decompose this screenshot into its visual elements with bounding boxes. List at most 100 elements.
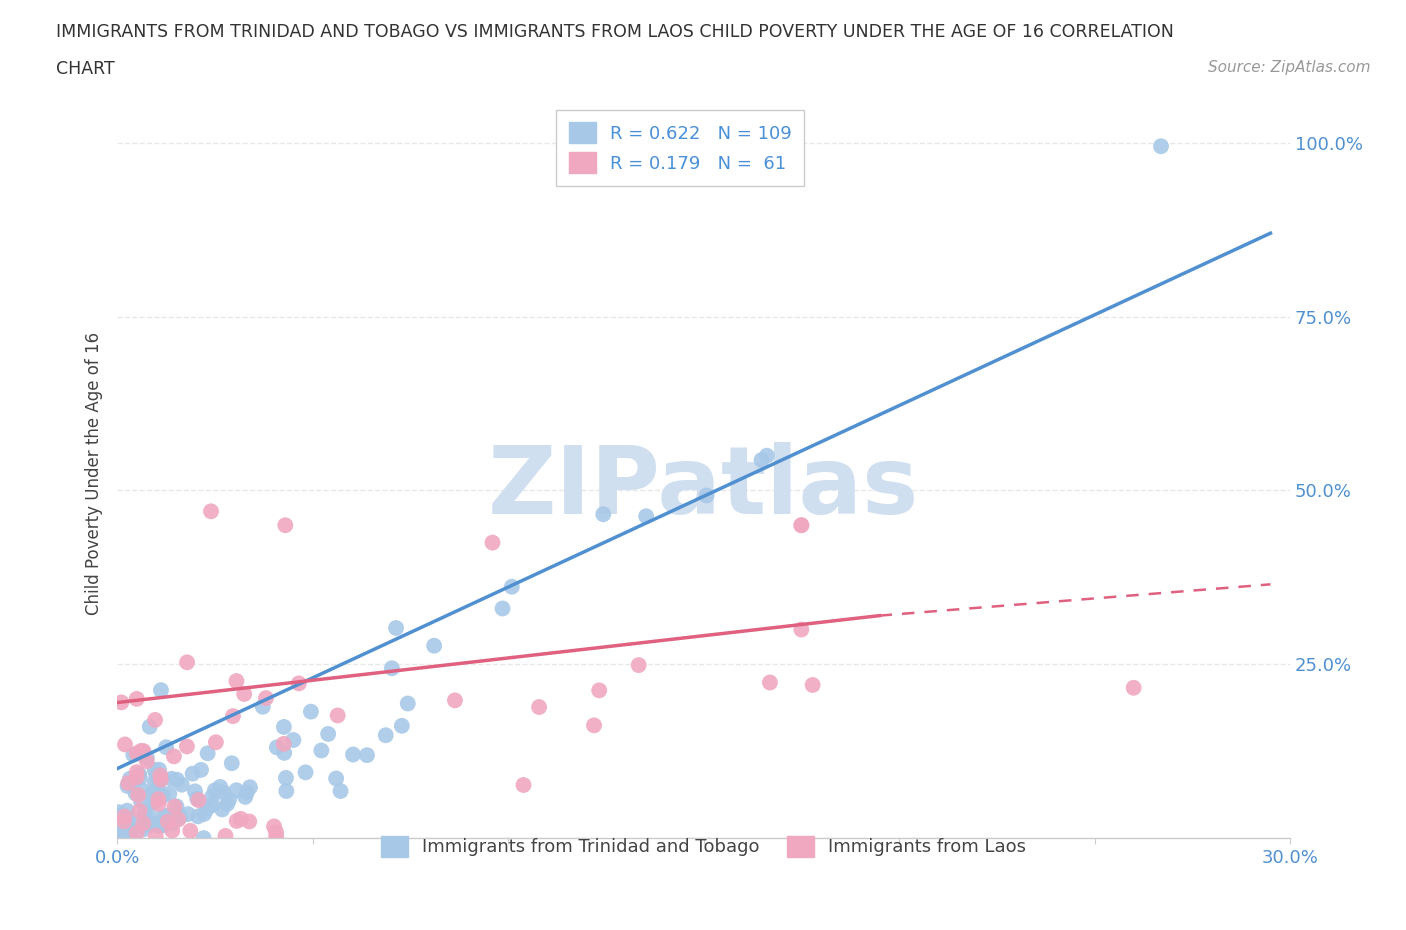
Point [1150,139,1173,153]
Point [132,816,155,830]
Point [755,448,778,463]
Point [169,809,191,824]
Point [176,655,198,670]
Point [117,811,139,826]
Point [148,773,170,788]
Point [155,739,177,754]
Point [201,798,224,813]
Point [145,768,167,783]
Point [105,808,128,823]
Point [254,691,277,706]
Point [111,809,134,824]
Point [153,817,176,832]
Point [222,709,245,724]
Point [112,814,135,829]
Point [299,704,322,719]
Point [236,785,259,800]
Point [790,518,813,533]
Point [143,763,166,777]
Point [145,828,167,843]
Point [160,771,183,786]
Point [326,708,349,723]
Point [135,753,157,768]
Point [117,778,139,793]
Point [143,712,166,727]
Point [128,767,150,782]
Point [481,535,503,550]
Point [218,792,240,807]
Point [177,806,200,821]
Point [636,509,658,524]
Point [801,678,824,693]
Point [214,829,236,844]
Point [176,739,198,754]
Point [120,821,142,836]
Point [195,802,218,817]
Point [252,699,274,714]
Point [266,740,288,755]
Point [229,811,252,826]
Point [325,771,347,786]
Point [201,790,224,804]
Point [114,809,136,824]
Point [342,747,364,762]
Point [117,776,139,790]
Point [583,718,606,733]
Point [143,775,166,790]
Point [145,785,167,800]
Point [273,746,295,761]
Point [149,772,172,787]
Point [423,638,446,653]
Point [132,822,155,837]
Point [125,764,148,779]
Point [790,518,813,533]
Point [115,804,138,818]
Point [294,764,316,779]
Text: CHART: CHART [56,60,115,78]
Point [125,691,148,706]
Point [129,743,152,758]
Point [527,699,550,714]
Point [149,810,172,825]
Text: IMMIGRANTS FROM TRINIDAD AND TOBAGO VS IMMIGRANTS FROM LAOS CHILD POVERTY UNDER : IMMIGRANTS FROM TRINIDAD AND TOBAGO VS I… [56,23,1174,41]
Point [139,719,162,734]
Point [187,792,209,807]
Point [148,791,170,806]
Point [166,799,188,814]
Point [592,507,614,522]
Point [273,720,295,735]
Point [204,783,226,798]
Point [170,777,193,792]
Point [127,788,149,803]
Point [225,673,247,688]
Point [122,814,145,829]
Point [696,488,718,503]
Point [225,783,247,798]
Point [205,735,228,750]
Point [193,806,215,821]
Point [163,749,186,764]
Point [391,718,413,733]
Point [396,696,419,711]
Point [131,783,153,798]
Legend: Immigrants from Trinidad and Tobago, Immigrants from Laos: Immigrants from Trinidad and Tobago, Imm… [368,823,1039,870]
Point [149,683,172,698]
Point [381,661,404,676]
Point [264,825,287,840]
Point [356,748,378,763]
Point [139,815,162,830]
Point [329,784,352,799]
Point [1122,681,1144,696]
Point [288,676,311,691]
Point [217,796,239,811]
Point [150,770,173,785]
Text: Source: ZipAtlas.com: Source: ZipAtlas.com [1208,60,1371,75]
Point [273,737,295,751]
Point [385,620,408,635]
Point [238,814,260,829]
Point [159,807,181,822]
Point [225,814,247,829]
Point [274,518,297,533]
Point [136,802,159,817]
Point [125,770,148,785]
